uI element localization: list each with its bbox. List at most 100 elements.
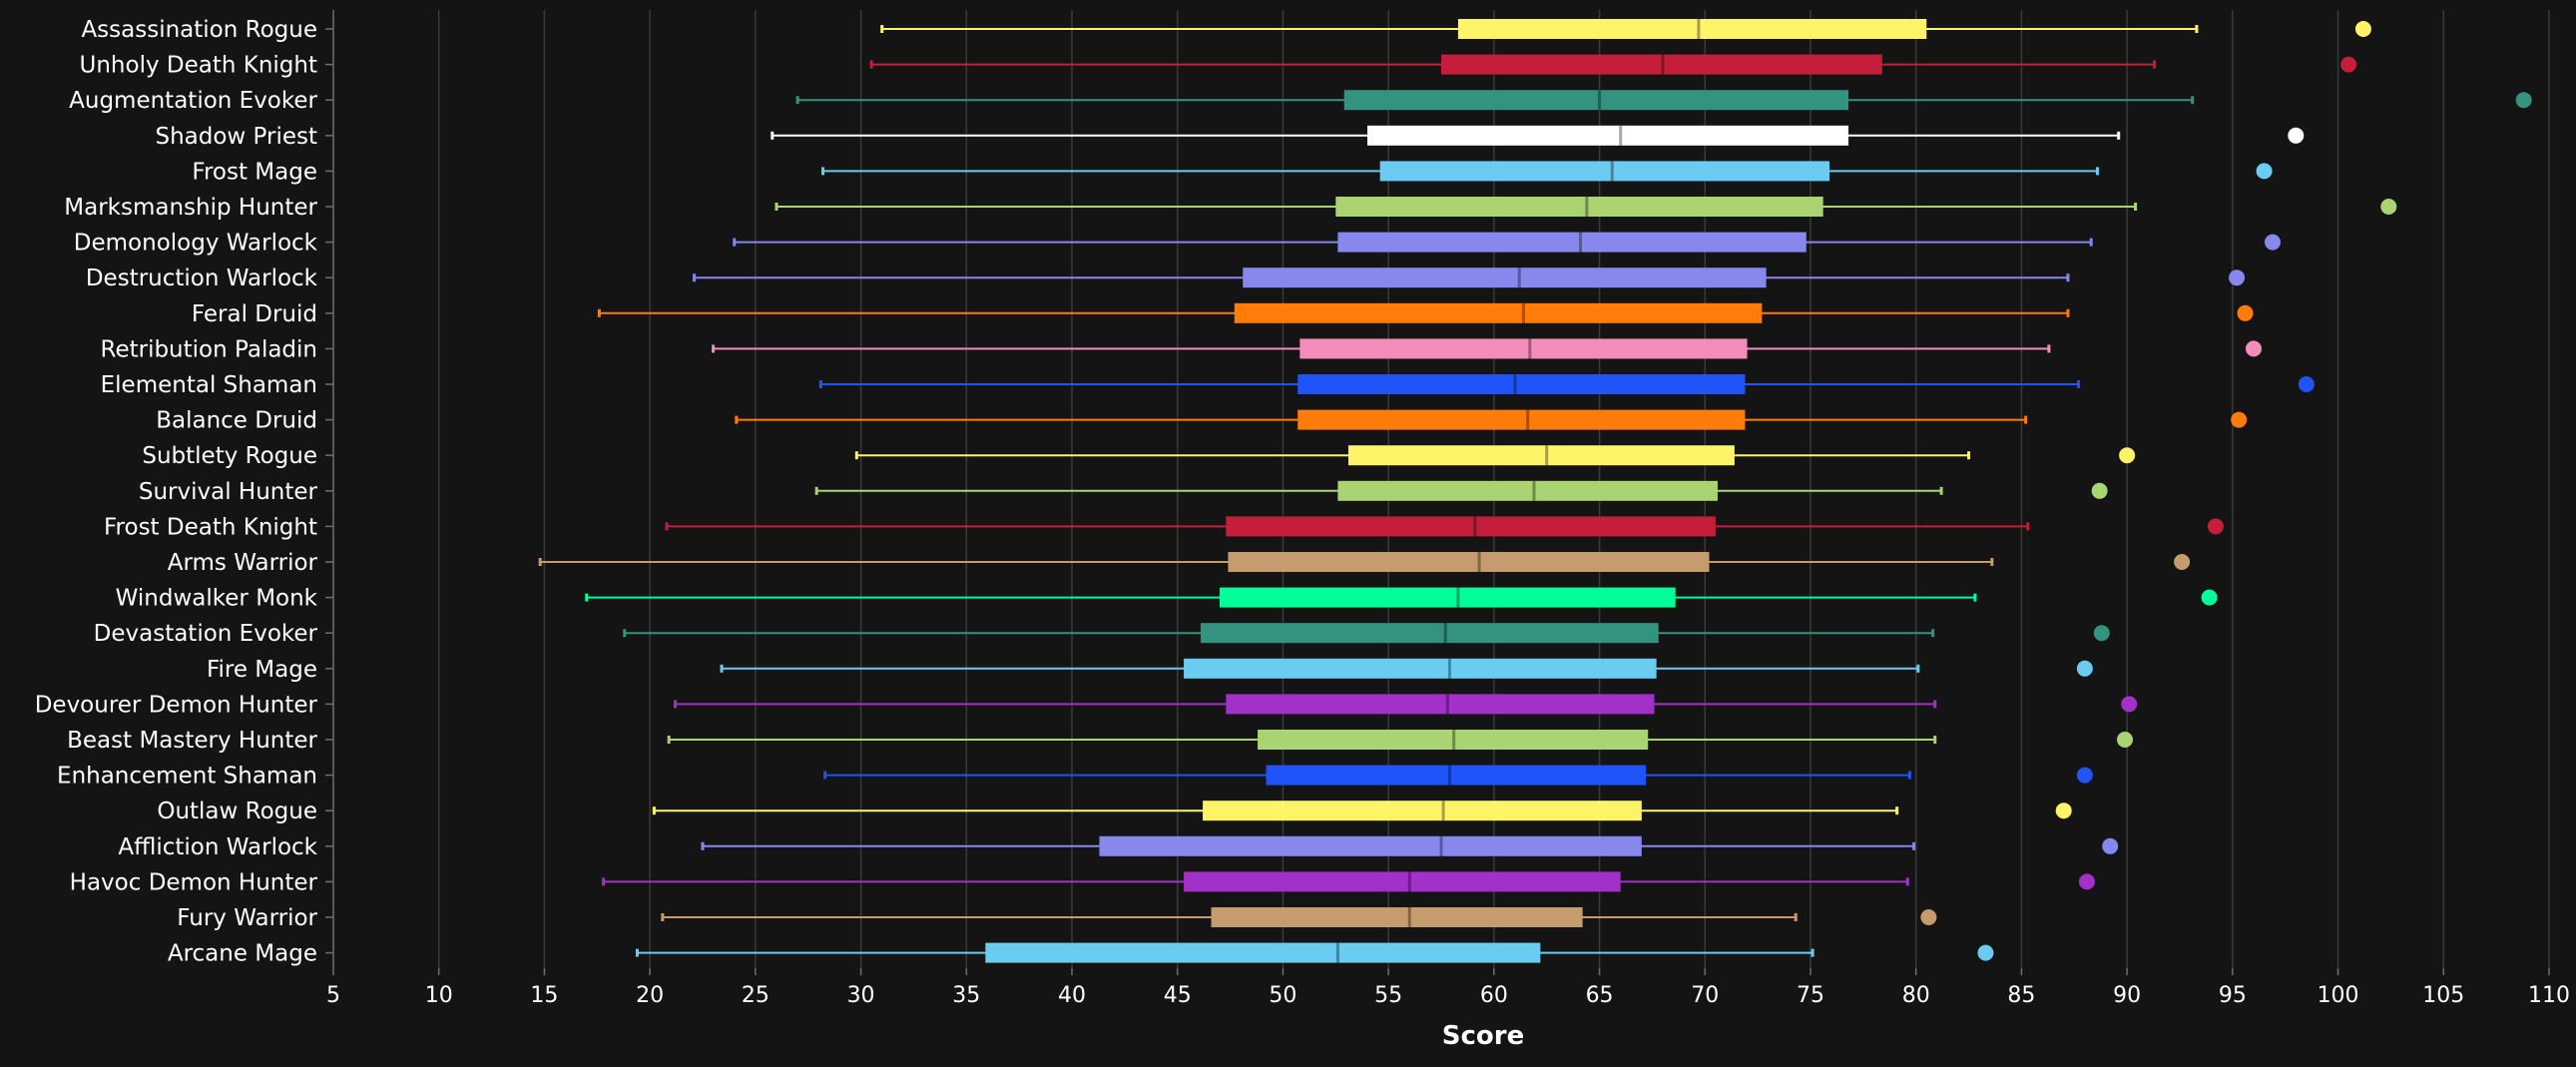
category-label: Frost Mage — [192, 159, 317, 185]
outlier-point — [2055, 802, 2072, 819]
iqr-box — [1337, 232, 1806, 253]
box-group — [818, 374, 2315, 394]
box-group — [635, 942, 1994, 963]
category-label: Survival Hunter — [139, 479, 318, 505]
outlier-point — [2102, 837, 2119, 854]
x-tick-label: 90 — [2113, 983, 2141, 1008]
label-layer: Assassination Rogue Unholy Death Knight Au… — [35, 17, 318, 967]
box-group — [661, 907, 1937, 927]
category-label: Marksmanship Hunter — [64, 195, 317, 221]
box-group — [720, 658, 2093, 679]
outlier-point — [2093, 625, 2110, 642]
x-tick-label: 10 — [425, 983, 453, 1008]
iqr-box — [1266, 765, 1647, 786]
x-tick-label: 85 — [2007, 983, 2035, 1008]
x-tick-label: 105 — [2422, 983, 2464, 1008]
category-label: Balance Druid — [156, 408, 317, 434]
x-tick-label: 95 — [2219, 983, 2247, 1008]
iqr-box — [1258, 730, 1649, 750]
box-group — [735, 409, 2248, 430]
box-group — [869, 54, 2357, 75]
category-label: Retribution Paladin — [101, 336, 318, 362]
category-label: Feral Druid — [192, 301, 317, 327]
x-tick-label: 60 — [1480, 983, 1508, 1008]
box-group — [538, 552, 2191, 572]
box-group — [623, 623, 2110, 644]
iqr-box — [1297, 374, 1746, 394]
iqr-box — [1203, 800, 1642, 821]
box-group — [823, 765, 2093, 786]
iqr-box — [1099, 835, 1642, 856]
box-group — [814, 480, 2108, 501]
category-label: Destruction Warlock — [86, 266, 318, 291]
category-label: Enhancement Shaman — [57, 764, 317, 790]
box-group — [665, 516, 2224, 537]
outlier-point — [2201, 589, 2218, 606]
iqr-box — [1457, 19, 1927, 39]
outlier-point — [2091, 482, 2108, 499]
outlier-point — [1920, 909, 1937, 925]
x-tick-label: 45 — [1164, 983, 1192, 1008]
outlier-point — [2298, 376, 2315, 392]
outlier-point — [2076, 660, 2093, 677]
outlier-point — [2256, 163, 2273, 180]
box-group — [880, 19, 2371, 39]
iqr-box — [1226, 516, 1716, 537]
category-label: Fury Warrior — [177, 905, 317, 931]
outlier-point — [2515, 92, 2532, 109]
axis-layer: 5 10 15 20 25 30 35 40 45 50 55 60 65 70 75 80 85 90 95 100… — [325, 10, 2570, 1008]
iqr-box — [1337, 480, 1718, 501]
iqr-box — [1299, 338, 1748, 359]
box-group — [667, 730, 2134, 750]
iqr-box — [1335, 197, 1823, 217]
outlier-point — [2207, 518, 2224, 535]
iqr-box — [1228, 552, 1710, 572]
category-label: Devourer Demon Hunter — [35, 692, 318, 718]
category-label: Beast Mastery Hunter — [67, 728, 317, 754]
category-label: Affliction Warlock — [118, 834, 317, 860]
category-label: Augmentation Evoker — [69, 88, 317, 114]
iqr-box — [1297, 409, 1746, 430]
outlier-point — [2231, 411, 2248, 428]
iqr-box — [1220, 587, 1676, 608]
x-tick-label: 40 — [1058, 983, 1086, 1008]
outlier-point — [2119, 447, 2136, 464]
iqr-box — [1211, 907, 1583, 927]
box-group — [821, 161, 2273, 182]
iqr-box — [1367, 125, 1849, 146]
iqr-box — [1343, 90, 1849, 111]
x-tick-label: 75 — [1797, 983, 1824, 1008]
box-group — [652, 800, 2072, 821]
x-tick-label: 20 — [636, 983, 664, 1008]
x-tick-label: 110 — [2528, 983, 2570, 1008]
category-label: Havoc Demon Hunter — [70, 869, 318, 895]
outlier-point — [1977, 944, 1994, 961]
iqr-box — [1441, 54, 1882, 75]
outlier-point — [2354, 21, 2371, 37]
iqr-box — [1243, 267, 1767, 288]
x-tick-label: 55 — [1374, 983, 1402, 1008]
box-group — [774, 197, 2397, 217]
box-group — [854, 445, 2136, 466]
category-label: Arcane Mage — [168, 941, 317, 967]
box-group — [597, 302, 2254, 323]
x-tick-label: 5 — [326, 983, 340, 1008]
box-group — [585, 587, 2218, 608]
outlier-point — [2174, 554, 2191, 570]
iqr-box — [1234, 302, 1763, 323]
iqr-box — [985, 942, 1541, 963]
outlier-point — [2076, 767, 2093, 784]
category-label: Demonology Warlock — [74, 231, 318, 257]
x-axis-title: Score — [1442, 1021, 1524, 1051]
iqr-box — [1200, 623, 1659, 644]
x-tick-label: 70 — [1691, 983, 1719, 1008]
box-group — [795, 90, 2532, 111]
category-label: Windwalker Monk — [116, 586, 318, 612]
box-group — [701, 835, 2119, 856]
x-tick-label: 100 — [2318, 983, 2359, 1008]
outlier-point — [2340, 56, 2357, 73]
x-tick-label: 65 — [1586, 983, 1614, 1008]
x-tick-label: 50 — [1269, 983, 1296, 1008]
outlier-point — [2246, 340, 2262, 357]
